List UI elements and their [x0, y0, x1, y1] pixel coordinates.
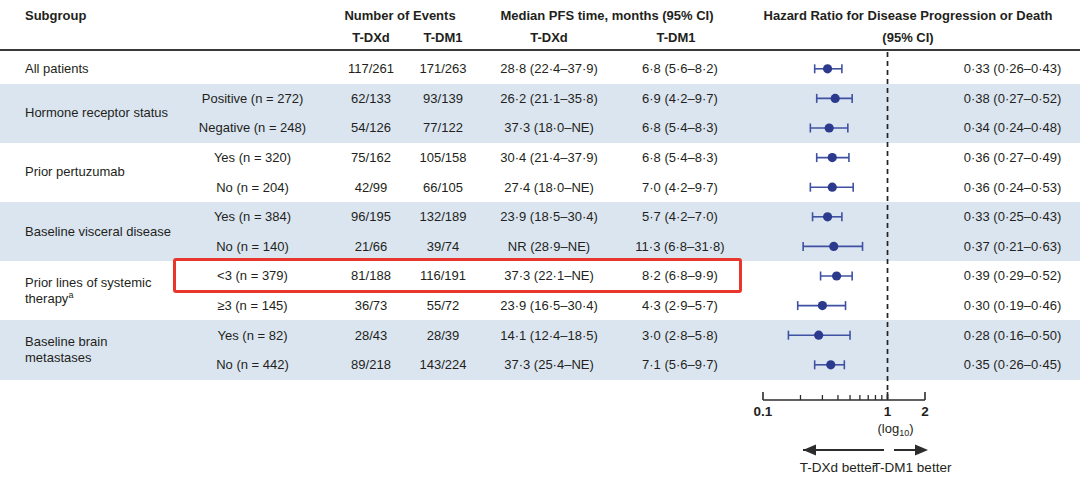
events-tdm1-cell: 171/263	[407, 61, 479, 76]
subgroup-cell: Yes (n = 384)	[170, 209, 335, 224]
median-tdxd-cell: 27·4 (18·0–NE)	[479, 180, 619, 195]
events-tdm1-cell: 77/122	[407, 120, 479, 135]
median-tdxd-cell: NR (28·9–NE)	[479, 239, 619, 254]
subgroup-group: Hormone receptor statusPositive (n = 272…	[0, 84, 1080, 143]
median-tdm1-cell: 7·1 (5·6–9·7)	[619, 357, 741, 372]
events-tdxd-cell: 62/133	[335, 91, 407, 106]
events-tdxd-cell: 75/162	[335, 150, 407, 165]
right-arrow-head	[915, 445, 928, 456]
median-tdm1-cell: 6·8 (5·4–8·3)	[619, 120, 741, 135]
median-tdxd-cell: 37·3 (25·4–NE)	[479, 357, 619, 372]
events-tdxd-cell: 21/66	[335, 239, 407, 254]
hazard-ratio-cell: 0·33 (0·26–0·43)	[945, 61, 1080, 76]
header-median-pfs: Median PFS time, months (95% CI)	[500, 8, 713, 23]
subgroup-group: Prior pertuzumabYes (n = 320)75/162105/1…	[0, 143, 1080, 202]
subgroup-cell: Yes (n = 320)	[170, 150, 335, 165]
subgroup-group: Baseline visceral diseaseYes (n = 384)96…	[0, 202, 1080, 261]
subgroup-cell: No (n = 140)	[170, 239, 335, 254]
events-tdxd-cell: 89/218	[335, 357, 407, 372]
left-arrow-label: T-DXd better	[800, 460, 877, 475]
group-label: Prior lines of systemic therapya	[25, 274, 173, 307]
header-events-tdm1: T-DM1	[424, 30, 463, 45]
subgroup-cell: No (n = 442)	[170, 357, 335, 372]
events-tdm1-cell: 105/158	[407, 150, 479, 165]
median-tdxd-cell: 26·2 (21·1–35·8)	[479, 91, 619, 106]
header-number-of-events: Number of Events	[344, 8, 455, 23]
axis-tick-label: 0.1	[754, 404, 773, 419]
events-tdxd-cell: 36/73	[335, 298, 407, 313]
subgroup-cell: No (n = 204)	[170, 180, 335, 195]
header-median-tdm1: T-DM1	[657, 30, 696, 45]
hazard-ratio-cell: 0·39 (0·29–0·52)	[945, 268, 1080, 283]
subgroup-cell: Yes (n = 82)	[170, 328, 335, 343]
left-arrow-head	[803, 445, 816, 456]
events-tdm1-cell: 66/105	[407, 180, 479, 195]
events-tdm1-cell: 93/139	[407, 91, 479, 106]
hazard-ratio-cell: 0·38 (0·27–0·52)	[945, 91, 1080, 106]
median-tdm1-cell: 4·3 (2·9–5·7)	[619, 298, 741, 313]
forest-plot-figure: Subgroup Number of Events T-DXd T-DM1 Me…	[0, 0, 1080, 488]
events-tdxd-cell: 96/195	[335, 209, 407, 224]
events-tdm1-cell: 55/72	[407, 298, 479, 313]
median-tdxd-cell: 23·9 (18·5–30·4)	[479, 209, 619, 224]
subgroup-table: All patients 117/261171/26328·8 (22·4–37·…	[0, 54, 1080, 380]
axis-tick-label: 2	[921, 404, 929, 419]
hazard-ratio-cell: 0·36 (0·24–0·53)	[945, 180, 1080, 195]
events-tdxd-cell: 117/261	[335, 61, 407, 76]
axis-scale-label: (log10)	[877, 421, 913, 438]
events-tdm1-cell: 143/224	[407, 357, 479, 372]
median-tdm1-cell: 3·0 (2·8–5·8)	[619, 328, 741, 343]
hazard-ratio-cell: 0·30 (0·19–0·46)	[945, 298, 1080, 313]
events-tdm1-cell: 132/189	[407, 209, 479, 224]
median-tdm1-cell: 6·9 (4·2–9·7)	[619, 91, 741, 106]
median-tdxd-cell: 28·8 (22·4–37·9)	[479, 61, 619, 76]
hazard-ratio-cell: 0·34 (0·24–0·48)	[945, 120, 1080, 135]
events-tdxd-cell: 28/43	[335, 328, 407, 343]
group-label: Baseline visceral disease	[25, 224, 173, 240]
median-tdm1-cell: 5·7 (4·2–7·0)	[619, 209, 741, 224]
highlight-red-box	[173, 258, 742, 294]
subgroup-group: All patients 117/261171/26328·8 (22·4–37·…	[0, 54, 1080, 84]
hazard-ratio-cell: 0·35 (0·26–0·45)	[945, 357, 1080, 372]
median-tdm1-cell: 7·0 (4·2–9·7)	[619, 180, 741, 195]
hazard-ratio-cell: 0·37 (0·21–0·63)	[945, 239, 1080, 254]
events-tdm1-cell: 28/39	[407, 328, 479, 343]
header-hazard-ratio-line2: (95% CI)	[882, 30, 933, 45]
hazard-ratio-cell: 0·28 (0·16–0·50)	[945, 328, 1080, 343]
median-tdxd-cell: 37·3 (18·0–NE)	[479, 120, 619, 135]
header-hazard-ratio-line1: Hazard Ratio for Disease Progression or …	[764, 8, 1053, 23]
median-tdm1-cell: 11·3 (6·8–31·8)	[619, 239, 741, 254]
median-tdxd-cell: 30·4 (21·4–37·9)	[479, 150, 619, 165]
subgroup-cell: Negative (n = 248)	[170, 120, 335, 135]
subgroup-cell: ≥3 (n = 145)	[170, 298, 335, 313]
events-tdxd-cell: 54/126	[335, 120, 407, 135]
median-tdxd-cell: 23·9 (16·5–30·4)	[479, 298, 619, 313]
header-divider-rule	[0, 49, 1080, 51]
group-label: Prior pertuzumab	[25, 165, 173, 181]
right-arrow-label: T-DM1 better	[873, 460, 952, 475]
header-median-tdxd: T-DXd	[530, 30, 568, 45]
header-events-tdxd: T-DXd	[352, 30, 390, 45]
group-label: Baseline brain metastases	[25, 334, 173, 365]
median-tdm1-cell: 6·8 (5·4–8·3)	[619, 150, 741, 165]
group-label: All patients	[25, 61, 173, 77]
subgroup-group: Baseline brain metastasesYes (n = 82)28/…	[0, 320, 1080, 379]
subgroup-cell: Positive (n = 272)	[170, 91, 335, 106]
axis-tick-label: 1	[884, 404, 892, 419]
hazard-ratio-cell: 0·36 (0·27–0·49)	[945, 150, 1080, 165]
group-label: Hormone receptor status	[25, 105, 173, 121]
header-subgroup: Subgroup	[25, 8, 86, 23]
median-tdm1-cell: 6·8 (5·6–8·2)	[619, 61, 741, 76]
events-tdxd-cell: 42/99	[335, 180, 407, 195]
median-tdxd-cell: 14·1 (12·4–18·5)	[479, 328, 619, 343]
events-tdm1-cell: 39/74	[407, 239, 479, 254]
hazard-ratio-cell: 0·33 (0·25–0·43)	[945, 209, 1080, 224]
